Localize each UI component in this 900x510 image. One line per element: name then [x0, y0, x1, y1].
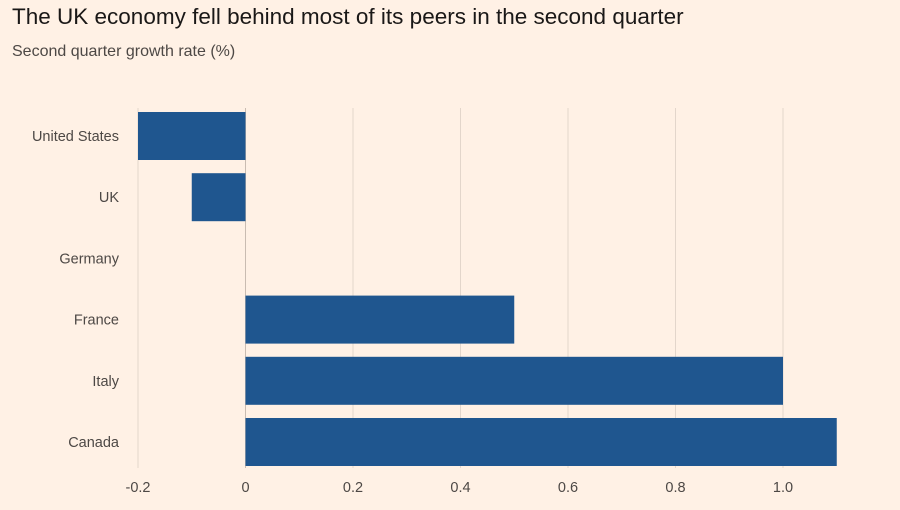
bar	[138, 112, 246, 160]
x-tick-label: 0.2	[343, 480, 363, 496]
bar	[191, 173, 246, 222]
category-label: France	[74, 313, 119, 329]
category-label: Germany	[59, 251, 119, 267]
category-labels: United States UK Germany France Italy Canada	[32, 129, 120, 451]
x-tick-labels: -0.2 0 0.2 0.4 0.6 0.8 1.0	[126, 480, 794, 496]
bar	[245, 295, 515, 344]
x-tick-label: 0.6	[558, 480, 578, 496]
category-label: Italy	[92, 374, 119, 390]
x-tick-label: 0.4	[450, 480, 470, 496]
bars	[138, 112, 837, 466]
bar	[245, 356, 783, 405]
x-tick-label: 0.8	[665, 480, 685, 496]
category-label: UK	[99, 190, 119, 206]
category-label: Canada	[68, 435, 120, 451]
chart-title: The UK economy fell behind most of its p…	[12, 4, 684, 29]
x-tick-label: 0	[241, 480, 249, 496]
bar	[245, 418, 837, 466]
x-tick-label: -0.2	[126, 480, 151, 496]
chart-subtitle: Second quarter growth rate (%)	[12, 43, 236, 60]
gridlines	[137, 108, 784, 468]
x-tick-label: 1.0	[773, 480, 793, 496]
category-label: United States	[32, 129, 119, 145]
